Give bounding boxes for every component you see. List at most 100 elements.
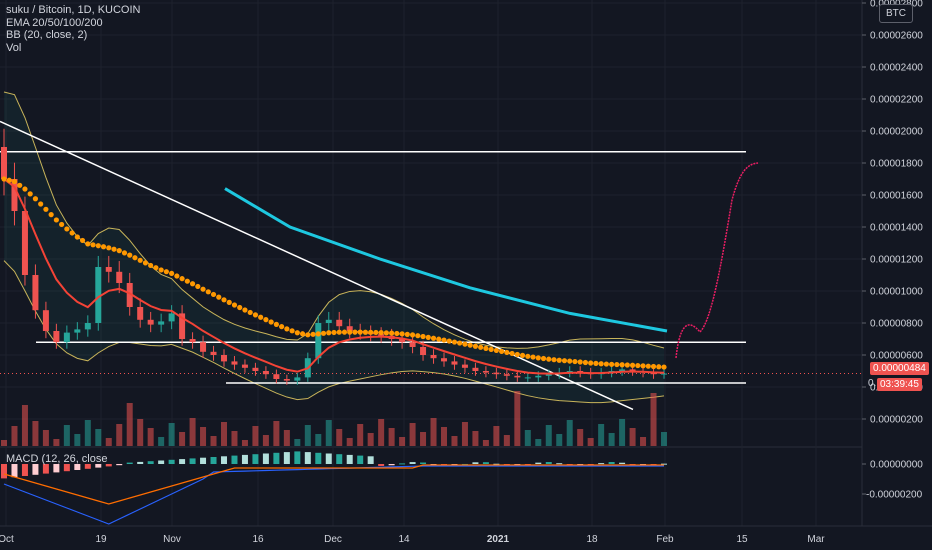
ema-orange-dot: [74, 234, 80, 240]
ema-orange-dot: [226, 299, 232, 305]
volume-bar: [231, 431, 238, 446]
candle-body: [200, 342, 207, 352]
time-axis: Oct 19 Nov 16 Dec 14 2021 18 Feb 15 Mar: [0, 525, 932, 545]
ema-orange-dot: [237, 304, 243, 311]
ema-orange-dot: [341, 329, 348, 335]
macd-histogram-bar: [294, 451, 301, 464]
volume-bar: [514, 391, 521, 446]
ema-orange-dot: [95, 243, 101, 249]
ema-orange-dot: [310, 331, 316, 337]
ema-orange-dot: [514, 351, 520, 358]
ema-orange-dot: [540, 355, 547, 362]
ema-orange-dot: [509, 350, 515, 357]
macd-histogram-bar: [95, 464, 102, 468]
ema-orange-dot: [231, 302, 238, 308]
volume-bar: [587, 438, 594, 446]
volume-bar: [116, 424, 123, 446]
candle-body: [535, 375, 542, 378]
volume-bar: [200, 427, 207, 446]
volume-bar: [315, 434, 322, 446]
ema-orange-dot: [415, 333, 421, 339]
macd-histogram-bar: [210, 457, 217, 464]
time-tick-label: Feb: [656, 534, 674, 545]
ema-orange-dot: [551, 357, 557, 363]
ema-orange-dot: [404, 331, 410, 337]
candle-body: [63, 332, 70, 343]
candle-body: [116, 271, 123, 283]
macd-histogram-bar: [336, 454, 343, 464]
candle-body: [168, 313, 175, 322]
volume-bar: [650, 393, 657, 446]
bb-legend[interactable]: BB (20, close, 2): [6, 29, 88, 41]
volume-bar: [42, 430, 49, 446]
downtrend-line: [0, 120, 634, 411]
macd-histogram-bar: [598, 463, 605, 465]
macd-histogram-bar: [409, 462, 416, 464]
macd-histogram-bar: [545, 462, 552, 464]
ema-orange-dot: [483, 345, 489, 351]
candle-body: [179, 313, 186, 339]
ema-orange-dot: [106, 245, 112, 251]
candle-body: [346, 326, 353, 331]
volume-bar: [409, 423, 416, 446]
macd-histogram-bar: [661, 463, 667, 465]
currency-button[interactable]: BTC: [879, 4, 913, 23]
candle-body: [461, 364, 468, 368]
price-projection: [675, 162, 759, 359]
macd-histogram-bar: [283, 452, 290, 464]
candle-body: [661, 373, 667, 375]
volume-bar: [74, 434, 81, 446]
ema-orange-dot: [593, 360, 599, 366]
ema-orange-dot: [64, 226, 70, 232]
macd-histogram-bar: [179, 459, 186, 464]
candle-body: [482, 371, 489, 373]
macd-histogram-bar: [315, 452, 322, 464]
ema-orange-dot: [43, 206, 49, 212]
ema-orange-dot: [315, 331, 321, 337]
volume-bar: [105, 438, 112, 446]
ema-orange-dot: [59, 221, 65, 228]
volume-bar: [598, 424, 605, 446]
ema-orange-dot: [430, 335, 437, 341]
ema-orange-dot: [472, 343, 479, 349]
ema-orange-dot: [116, 248, 122, 254]
candle-body: [53, 331, 60, 343]
volume-bar: [336, 429, 343, 446]
ema-orange-dot: [279, 324, 285, 330]
volume-bar: [11, 426, 18, 446]
candle-body: [619, 369, 626, 371]
macd-histogram-bar: [1, 464, 7, 479]
macd-histogram-bar: [608, 462, 615, 464]
symbol-title[interactable]: suku / Bitcoin, 1D, KUCOIN: [6, 4, 141, 16]
volume-bar: [493, 426, 500, 446]
ema-orange-dot: [425, 334, 431, 340]
ema-orange-dot: [478, 344, 484, 350]
ema-orange-dot: [53, 217, 59, 223]
projection-line: [675, 162, 759, 359]
ema-orange-dot: [305, 332, 311, 338]
volume-bar: [388, 428, 395, 446]
ema-orange-dot: [27, 191, 33, 197]
candle-body: [399, 339, 406, 343]
ema-legend[interactable]: EMA 20/50/100/200: [6, 16, 103, 29]
ema-orange-dot: [362, 329, 369, 335]
bollinger-bands: [3, 91, 665, 404]
vol-legend[interactable]: Vol: [6, 41, 22, 54]
ema-orange-dot: [22, 186, 28, 192]
macd-legend[interactable]: MACD (12, 26, close: [6, 453, 108, 465]
ema-orange-dot: [525, 353, 531, 359]
ema-orange-dot: [546, 356, 552, 362]
ema-orange-dot: [572, 358, 578, 365]
ema-orange-dot: [294, 330, 300, 336]
ema-orange-dot: [195, 283, 201, 290]
ema-orange-dot: [436, 336, 442, 342]
macd-histogram-bar: [11, 464, 18, 478]
candle-body: [42, 310, 49, 331]
candle-body: [210, 351, 217, 355]
candle-body: [430, 355, 437, 359]
ema-200-line: [224, 187, 668, 333]
ema-orange-dot: [577, 359, 583, 365]
ema-orange-dot: [519, 352, 526, 358]
macd-histogram-bar: [482, 462, 489, 464]
